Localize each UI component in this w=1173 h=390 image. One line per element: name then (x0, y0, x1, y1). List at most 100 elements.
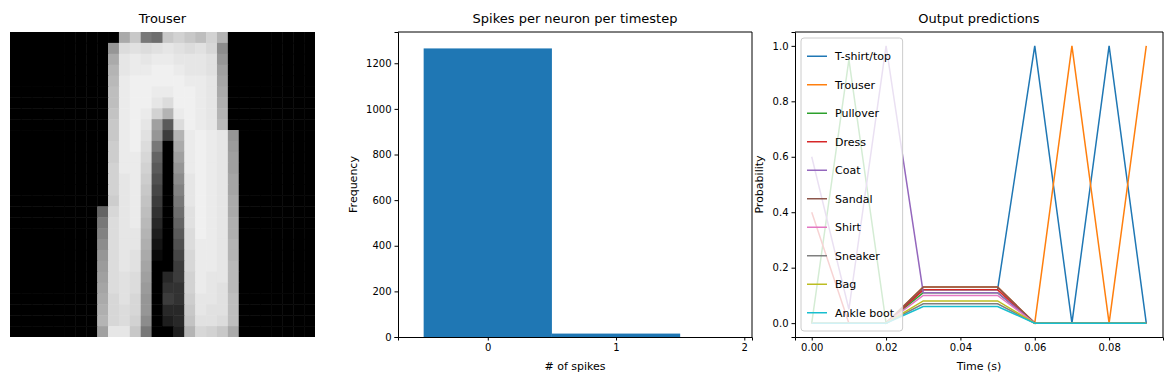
pixel (141, 141, 152, 152)
pixel (43, 76, 54, 87)
pixel (250, 293, 261, 304)
pixel (173, 195, 184, 206)
legend-item: Shirt (807, 221, 862, 234)
pixel (261, 108, 272, 119)
pixel (10, 185, 21, 196)
pixel (119, 86, 130, 97)
pixel (32, 141, 43, 152)
pixel (195, 185, 206, 196)
pixel (184, 326, 195, 337)
pixel (97, 86, 108, 97)
pixel (206, 195, 217, 206)
pixel (10, 97, 21, 108)
pixel (261, 54, 272, 65)
y-tick-label: 600 (372, 195, 391, 206)
pixel (163, 174, 174, 185)
pixel (217, 54, 228, 65)
pixel (228, 141, 239, 152)
pixel (21, 76, 32, 87)
pixel (239, 217, 250, 228)
pixel (54, 141, 65, 152)
pixel (43, 228, 54, 239)
top-spine (398, 32, 752, 33)
pixel (304, 43, 315, 54)
pixel (206, 293, 217, 304)
y-tick: 0.2 (773, 262, 795, 273)
pixel (271, 261, 282, 272)
pixel (130, 141, 141, 152)
pixel (228, 130, 239, 141)
pixel (119, 76, 130, 87)
pixel (130, 119, 141, 130)
pixel (119, 65, 130, 76)
pixel (43, 141, 54, 152)
pixel (184, 185, 195, 196)
pixel (228, 217, 239, 228)
pixel (64, 185, 75, 196)
pixel (75, 152, 86, 163)
x-tick: 0.02 (875, 337, 897, 353)
legend-item: Coat (807, 164, 861, 177)
pixel (239, 163, 250, 174)
pixel (271, 315, 282, 326)
pixel (141, 108, 152, 119)
y-tick-mark (792, 323, 796, 324)
pixel (261, 174, 272, 185)
pixel (10, 86, 21, 97)
pixel (217, 152, 228, 163)
pixel (206, 119, 217, 130)
y-tick: 600 (372, 195, 398, 206)
pixel (152, 152, 163, 163)
pixel (250, 195, 261, 206)
y-tick: 0 (385, 332, 398, 343)
pixel (64, 239, 75, 250)
x-tick: 0.00 (801, 337, 823, 353)
chart-title: Output predictions (918, 11, 1040, 26)
pixel (130, 97, 141, 108)
pixel (184, 315, 195, 326)
pixel (195, 119, 206, 130)
pixel (304, 217, 315, 228)
chart-title: Trouser (138, 11, 187, 26)
pixel (282, 174, 293, 185)
pixel (271, 250, 282, 261)
pixel (184, 76, 195, 87)
pixel (217, 119, 228, 130)
pixel (21, 108, 32, 119)
pixel (228, 293, 239, 304)
pixel (250, 108, 261, 119)
pixel (10, 195, 21, 206)
y-axis-title: Probability (753, 155, 766, 214)
pixel (163, 239, 174, 250)
pixel (195, 239, 206, 250)
pixel (152, 97, 163, 108)
pixel (43, 97, 54, 108)
pixel (239, 65, 250, 76)
pixel (86, 86, 97, 97)
pixel (195, 250, 206, 261)
pixel (43, 304, 54, 315)
pixel (206, 304, 217, 315)
pixel (86, 261, 97, 272)
y-tick: 200 (372, 286, 398, 297)
pixel (239, 76, 250, 87)
pixel (108, 54, 119, 65)
pixel (271, 283, 282, 294)
chart-title: Spikes per neuron per timestep (473, 11, 678, 26)
pixel (304, 152, 315, 163)
pixel (239, 250, 250, 261)
x-tick-label: 0.06 (1024, 342, 1046, 353)
pixel (304, 304, 315, 315)
pixel (163, 86, 174, 97)
pixel (119, 97, 130, 108)
pixel (184, 43, 195, 54)
pixel (206, 326, 217, 337)
pixel (271, 152, 282, 163)
x-axis-line (796, 338, 1164, 341)
pixel (293, 108, 304, 119)
pixel (304, 141, 315, 152)
pixel (217, 86, 228, 97)
pixel (163, 315, 174, 326)
pixel (271, 108, 282, 119)
pixel (152, 163, 163, 174)
